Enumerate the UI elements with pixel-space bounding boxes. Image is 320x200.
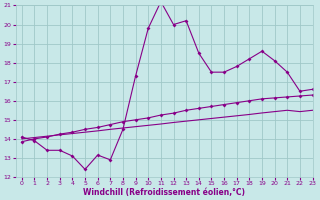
X-axis label: Windchill (Refroidissement éolien,°C): Windchill (Refroidissement éolien,°C) xyxy=(83,188,245,197)
